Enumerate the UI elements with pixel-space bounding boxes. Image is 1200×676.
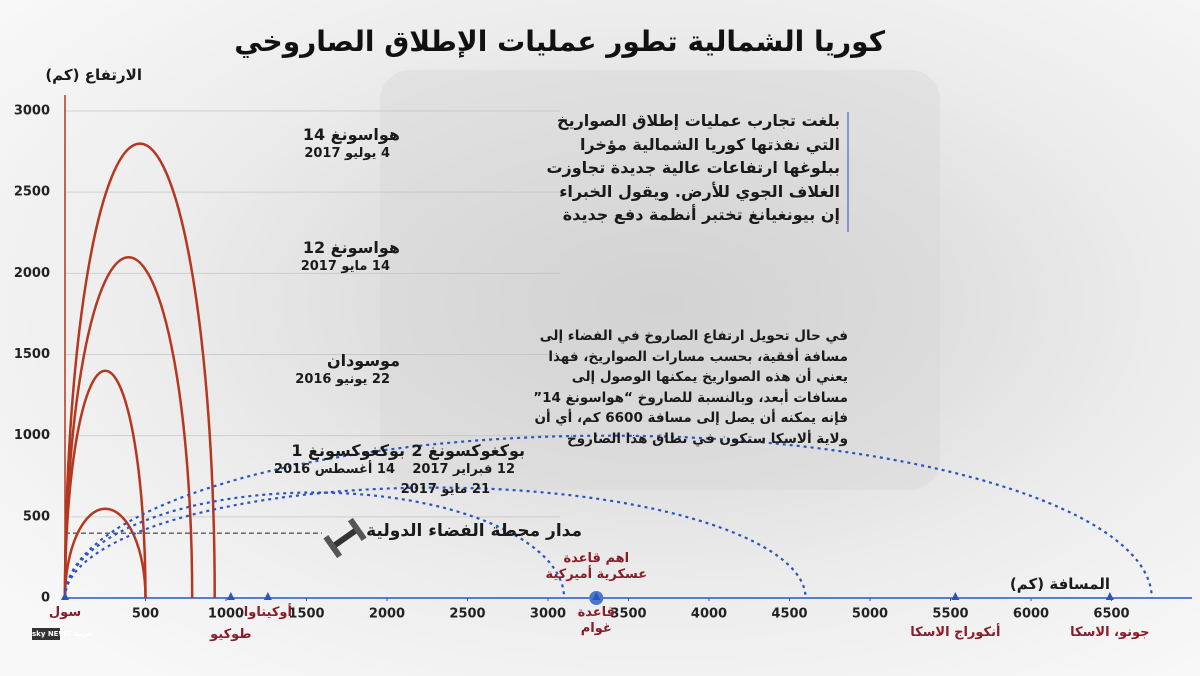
y-tick-label: 0	[41, 591, 50, 606]
paragraph-line: بلغت تجارب عمليات إطلاق الصواريخ	[557, 111, 840, 130]
place-label: قاعدة	[577, 605, 616, 620]
title: كوريا الشمالية تطور عمليات الإطلاق الصار…	[234, 25, 885, 58]
place-marker	[61, 592, 69, 600]
paragraph-line: ببلوغها ارتفاعات عالية جديدة تجاوزت	[546, 158, 840, 177]
x-tick-label: 2500	[449, 607, 485, 622]
y-tick-label: 500	[23, 509, 50, 524]
missile-name: بوكغوكسونغ 2	[411, 441, 525, 460]
missile-date: 4 يوليو 2017	[304, 146, 390, 161]
paragraph-line: مسافات أبعد، وبالنسبة للصاروخ “هواسونغ 1…	[533, 389, 848, 406]
x-tick-label: 6500	[1093, 607, 1129, 622]
x-tick-label: 4000	[691, 607, 727, 622]
missile-date: 14 أغسطس 2016	[274, 462, 395, 477]
y-tick-label: 1000	[14, 428, 50, 443]
paragraph-line: الغلاف الجوي للأرض. ويقول الخبراء	[559, 181, 840, 201]
y-tick-label: 2000	[14, 266, 50, 281]
missile-name: بوكغوكسونغ 1	[291, 441, 405, 460]
logo: sky NEWS عربية	[32, 630, 93, 638]
paragraph-line: إن بيونغيانغ تختبر أنظمة دفع جديدة	[562, 205, 840, 224]
x-tick-label: 1500	[288, 607, 324, 622]
place-label: غوام	[580, 621, 612, 636]
trajectory	[63, 434, 1153, 599]
x-axis-label: المسافة (كم)	[1009, 575, 1110, 593]
trajectory	[63, 142, 216, 599]
x-tick-label: 4500	[771, 607, 807, 622]
missile-name: هواسونغ 14	[302, 125, 400, 144]
x-tick-label: 2000	[369, 607, 405, 622]
trajectory	[63, 255, 194, 599]
missile-date: 14 مايو 2017	[300, 259, 390, 274]
place-marker	[263, 592, 272, 600]
place-label: جونو، الاسكا	[1070, 625, 1150, 640]
iss-label: مدار محطة الفضاء الدولية	[366, 521, 582, 542]
paragraph-line: فإنه يمكنه أن يصل إلى مسافة 6600 كم، أي …	[534, 410, 848, 426]
place-label: أنكوراج الاسكا	[910, 625, 1001, 640]
background-photo	[380, 70, 940, 490]
place-marker	[1105, 592, 1114, 600]
paragraph-line: ولاية ألاسكا ستكون في نطاق هذا الصاروخ	[566, 430, 848, 447]
missile-name: موسودان	[326, 351, 400, 370]
trajectory	[63, 486, 807, 599]
paragraph-line: يعني أن هذه الصواريخ يمكنها الوصول إلى	[571, 369, 848, 385]
trajectory	[63, 369, 147, 599]
logo-box	[32, 628, 60, 640]
place-marker	[226, 592, 235, 600]
place-label: سول	[48, 605, 82, 620]
paragraph-line: في حال تحويل ارتفاع الصاروخ في الفضاء إل…	[539, 328, 848, 344]
x-tick-label: 500	[132, 607, 159, 622]
x-tick-label: 6000	[1013, 607, 1049, 622]
missile-date: 22 يونيو 2016	[295, 372, 390, 387]
missile-name: هواسونغ 12	[302, 238, 400, 257]
x-tick-label: 5000	[852, 607, 888, 622]
place-label: أوكيناوا	[243, 605, 292, 620]
missile-date: 21 مايو 2017	[400, 482, 490, 497]
missile-date: 12 فبراير 2017	[412, 462, 515, 477]
paragraph-line: التي نفذتها كوريا الشمالية مؤخرا	[579, 134, 840, 154]
place-marker	[592, 592, 601, 600]
x-tick-label: 1000	[208, 607, 244, 622]
y-tick-label: 3000	[14, 104, 50, 119]
x-tick-label: 5500	[932, 607, 968, 622]
paragraph-line: مسافة أفقية، بحسب مسارات الصواريخ، فهذا	[548, 348, 848, 365]
place-marker	[951, 592, 960, 600]
y-tick-label: 2500	[14, 185, 50, 200]
x-tick-label: 3500	[610, 607, 646, 622]
x-tick-label: 3000	[530, 607, 566, 622]
trajectory	[63, 507, 147, 599]
y-axis-label: الارتفاع (كم)	[45, 66, 142, 84]
y-tick-label: 1500	[14, 347, 50, 362]
place-note: عسكرية أميركية	[545, 567, 648, 582]
place-label: طوكيو	[210, 627, 252, 642]
place-note: اهم قاعدة	[563, 551, 630, 566]
iss-icon	[323, 517, 367, 559]
